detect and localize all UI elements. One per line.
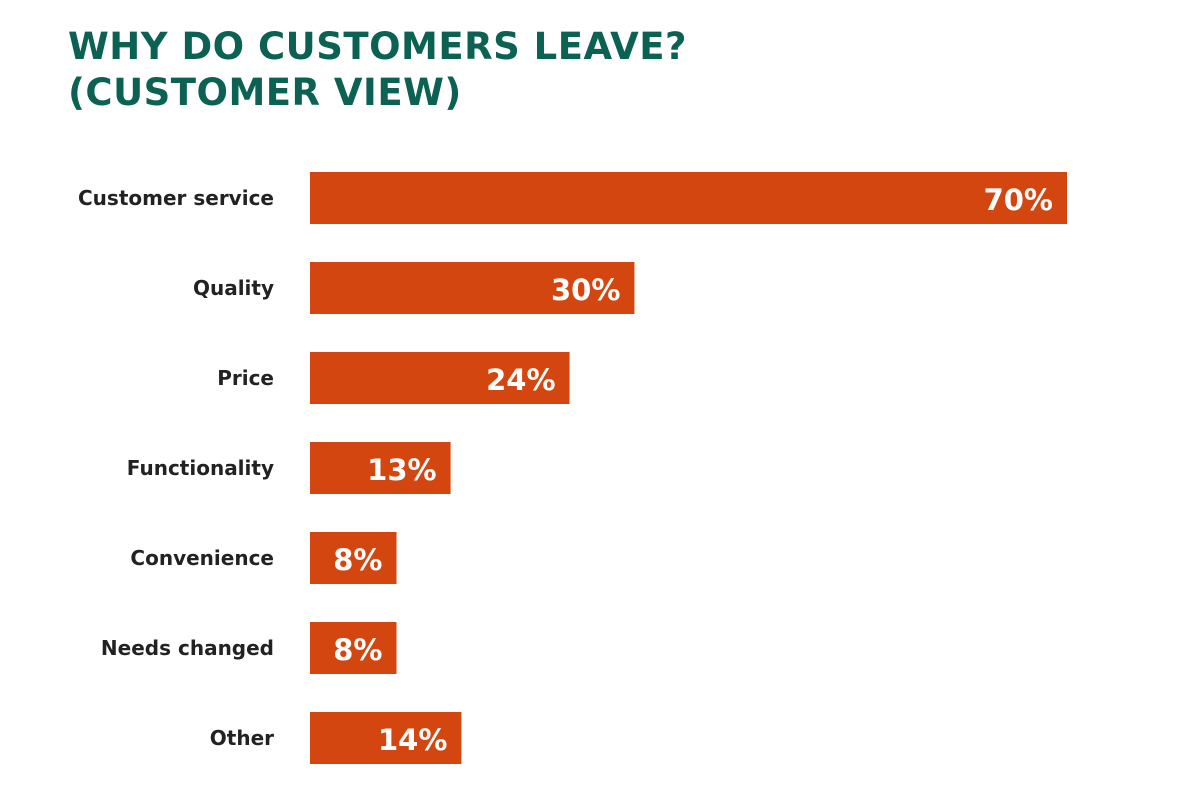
category-label: Other	[210, 726, 274, 750]
value-label: 24%	[486, 363, 555, 397]
category-label: Functionality	[127, 456, 274, 480]
value-label: 70%	[984, 183, 1053, 217]
category-label: Needs changed	[101, 636, 274, 660]
category-label: Customer service	[78, 186, 274, 210]
bar	[310, 172, 1067, 224]
value-label: 14%	[378, 723, 447, 757]
category-label: Quality	[193, 276, 274, 300]
value-label: 8%	[333, 543, 382, 577]
value-label: 8%	[333, 633, 382, 667]
chart-title: WHY DO CUSTOMERS LEAVE? (CUSTOMER VIEW)	[68, 24, 687, 116]
bar	[310, 532, 397, 584]
bar	[310, 262, 635, 314]
bar-row: Price 24%	[217, 352, 570, 404]
bar	[310, 352, 570, 404]
category-label: Convenience	[130, 546, 274, 570]
bar-row: Quality 30%	[193, 262, 635, 314]
value-label: 13%	[367, 453, 436, 487]
bar-row: Customer service 70%	[78, 172, 1067, 224]
category-label: Price	[217, 366, 274, 390]
bar-row: Needs changed 8%	[101, 622, 397, 674]
bar	[310, 442, 451, 494]
value-label: 30%	[551, 273, 620, 307]
bar	[310, 622, 397, 674]
bar	[310, 712, 462, 764]
chart-title-line-1: WHY DO CUSTOMERS LEAVE?	[68, 25, 688, 68]
chart-title-line-2: (CUSTOMER VIEW)	[68, 71, 462, 114]
bar-row: Other 14%	[210, 712, 462, 764]
bar-row: Convenience 8%	[130, 532, 397, 584]
bar-row: Functionality 13%	[127, 442, 451, 494]
